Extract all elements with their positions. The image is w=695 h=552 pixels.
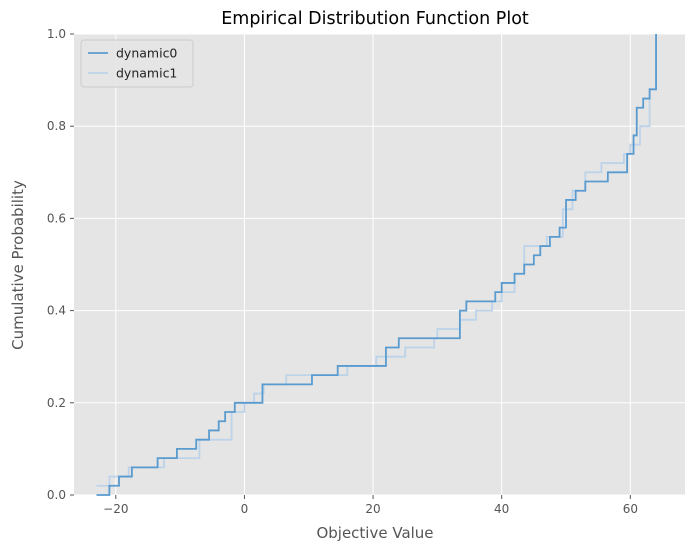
legend-label-dynamic0: dynamic0	[116, 46, 177, 61]
chart-title: Empirical Distribution Function Plot	[221, 9, 529, 29]
series-line-dynamic1	[96, 34, 657, 487]
x-tick-label: 60	[623, 502, 638, 516]
x-tick-label: 40	[494, 502, 509, 516]
y-tick-label: 1.0	[47, 27, 66, 41]
tick-labels: −20 0 20 40 60 0.0 0.2 0.4 0.6 0.8 1.0	[47, 27, 638, 516]
plot-area	[74, 34, 685, 495]
y-axis-label: Cumulative Probability	[9, 180, 27, 350]
y-tick-label: 0.6	[47, 211, 66, 225]
y-tick-label: 0.2	[47, 396, 66, 410]
x-tick-label: 20	[365, 502, 380, 516]
series-group	[96, 34, 657, 496]
x-tick-label: −20	[103, 502, 128, 516]
y-tick-label: 0.8	[47, 119, 66, 133]
x-tick-label: 0	[241, 502, 249, 516]
legend-label-dynamic1: dynamic1	[116, 66, 177, 81]
y-tick-label: 0.4	[47, 304, 66, 318]
legend-frame	[80, 39, 194, 88]
grid	[74, 33, 685, 496]
y-tick-label: 0.0	[47, 488, 66, 502]
legend: dynamic0 dynamic1	[80, 39, 194, 88]
series-line-dynamic0	[96, 34, 657, 496]
x-axis-label: Objective Value	[316, 524, 433, 542]
